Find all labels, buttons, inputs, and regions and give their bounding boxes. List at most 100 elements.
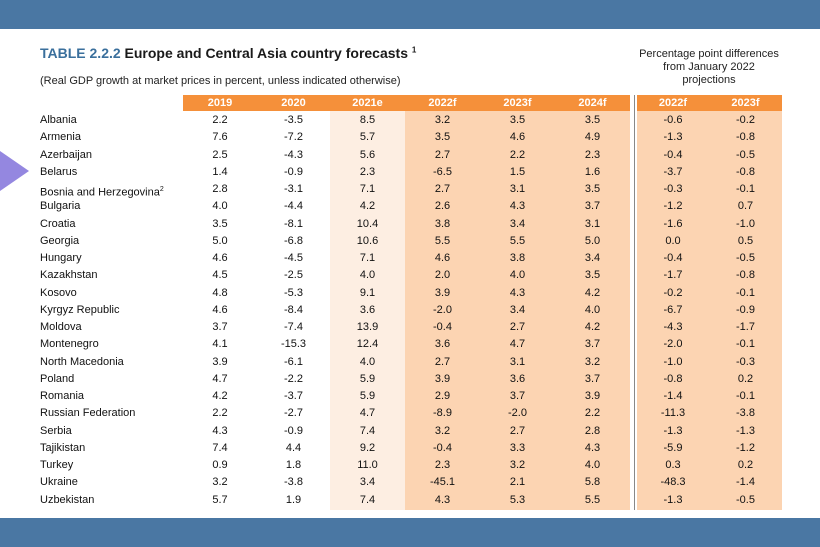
country-name: Montenegro (40, 336, 99, 353)
growth-value: 3.2 (434, 424, 451, 437)
country-name: Hungary (40, 250, 82, 267)
diff-value: -0.4 (663, 148, 683, 161)
table-row: Bosnia and Herzegovina2 2.8 -3.1 7.1 2.7 3.1 3… (0, 181, 820, 199)
growth-value: 5.0 (212, 234, 228, 247)
growth-value: 3.6 (359, 303, 376, 316)
country-label: Serbia (40, 424, 72, 437)
column-header: 2022f (428, 97, 457, 109)
column-header: 2019 (207, 97, 233, 109)
table-row: Belarus 1.4 -0.9 2.3 -6.5 1.5 1.6 -3.7 -0.8 (0, 164, 820, 181)
table-row: Georgia 5.0 -6.8 10.6 5.5 5.5 5.0 0.0 0.5 (0, 233, 820, 250)
growth-value: 4.2 (584, 321, 601, 333)
growth-value: -0.9 (284, 165, 303, 178)
growth-value: 4.7 (359, 407, 376, 420)
growth-value: 13.9 (356, 321, 379, 333)
table-row: Romania 4.2 -3.7 5.9 2.9 3.7 3.9 -1.4 -0.1 (0, 388, 820, 405)
country-label: Poland (40, 372, 75, 385)
table-code: TABLE 2.2.2 (40, 45, 121, 61)
growth-value: 1.5 (509, 165, 526, 178)
estimate-column-shading (330, 95, 405, 510)
growth-value: 4.9 (584, 131, 601, 144)
growth-value: 4.2 (584, 286, 601, 299)
growth-value: 3.8 (434, 217, 451, 230)
country-name: Romania (40, 388, 84, 405)
diff-value: 0.3 (665, 459, 681, 471)
growth-value: 3.2 (434, 114, 451, 126)
growth-value: 4.2 (359, 200, 376, 213)
country-name: Georgia (40, 233, 79, 250)
growth-value: 5.6 (359, 148, 376, 161)
country-label: Bosnia and Herzegovina (40, 186, 160, 199)
country-name: Kazakhstan (40, 267, 97, 284)
diff-column-header: 2023f (731, 97, 760, 109)
growth-value: -3.7 (284, 390, 303, 402)
diff-value: -1.4 (736, 476, 755, 489)
growth-value: 3.1 (584, 217, 601, 230)
growth-value: 4.6 (509, 131, 526, 144)
growth-value: 2.8 (584, 424, 601, 437)
growth-value: 4.6 (212, 303, 228, 316)
growth-value: 0.9 (212, 459, 228, 471)
diff-value: -2.0 (663, 338, 683, 351)
growth-value: 3.4 (359, 476, 376, 489)
growth-value: 4.0 (584, 459, 601, 471)
diff-value: -0.8 (736, 165, 755, 178)
country-name: Poland (40, 371, 74, 388)
diff-value: -0.8 (736, 269, 755, 282)
country-label: Croatia (40, 217, 76, 230)
growth-value: -2.7 (284, 407, 303, 420)
table-row: Ukraine 3.2 -3.8 3.4 -45.1 2.1 5.8 -48.3 -1.4 (0, 474, 820, 491)
growth-value: -4.3 (284, 148, 303, 161)
column-header: 2021e (352, 97, 383, 109)
country-name: Croatia (40, 216, 75, 233)
growth-value: 9.1 (359, 286, 376, 299)
country-label: Albania (40, 114, 77, 126)
country-name: Armenia (40, 129, 81, 146)
diff-value: -0.2 (663, 286, 683, 299)
diff-value: -0.2 (736, 114, 755, 126)
growth-value: 5.7 (359, 131, 376, 144)
table-title: TABLE 2.2.2 Europe and Central Asia coun… (40, 45, 416, 61)
diff-header: Percentage point differences from Januar… (639, 48, 779, 86)
growth-value: 4.3 (509, 200, 526, 213)
growth-value: 3.5 (584, 114, 601, 126)
country-label: Belarus (40, 165, 78, 178)
growth-value: 4.6 (212, 252, 228, 264)
table-row: Azerbaijan 2.5 -4.3 5.6 2.7 2.2 2.3 -0.4 -0.5 (0, 147, 820, 164)
diff-value: 0.7 (737, 200, 754, 213)
diff-value: -3.8 (736, 407, 755, 420)
growth-value: 4.3 (434, 493, 451, 506)
country-name: Tajikistan (40, 440, 85, 457)
diff-value: -1.3 (663, 493, 683, 506)
growth-value: 11.0 (357, 459, 378, 471)
diff-value: -1.0 (736, 217, 755, 230)
growth-value: 3.5 (509, 114, 526, 126)
diff-value: -1.7 (736, 321, 755, 333)
growth-value: 4.0 (359, 269, 376, 282)
growth-value: 3.2 (212, 476, 228, 489)
diff-value: -1.3 (663, 131, 683, 144)
growth-value: 3.1 (509, 355, 526, 368)
growth-value: 4.2 (212, 390, 228, 402)
growth-value: 3.4 (509, 217, 526, 230)
growth-value: 3.3 (509, 441, 526, 454)
growth-value: 7.4 (359, 493, 376, 506)
diff-value: -1.2 (736, 441, 755, 454)
country-name: Bosnia and Herzegovina2 (40, 181, 164, 199)
growth-value: 10.4 (356, 217, 379, 230)
forecast-column-shading (405, 95, 630, 510)
growth-value: 3.5 (584, 269, 601, 282)
growth-value: -6.8 (284, 234, 303, 247)
growth-value: 4.3 (212, 424, 228, 437)
table-row: Moldova 3.7 -7.4 13.9 -0.4 2.7 4.2 -4.3 -1.7 (0, 319, 820, 336)
title-footnote-marker: 1 (411, 45, 417, 55)
growth-value: -2.0 (508, 407, 527, 420)
column-divider (634, 95, 635, 510)
growth-value: -4.4 (284, 200, 303, 213)
growth-value: 3.2 (509, 459, 526, 471)
growth-value: 7.1 (359, 252, 376, 264)
table-subtitle: (Real GDP growth at market prices in per… (40, 75, 401, 87)
growth-value: 2.7 (509, 424, 526, 437)
column-header: 2023f (503, 97, 532, 109)
table-row: Kosovo 4.8 -5.3 9.1 3.9 4.3 4.2 -0.2 -0.1 (0, 285, 820, 302)
